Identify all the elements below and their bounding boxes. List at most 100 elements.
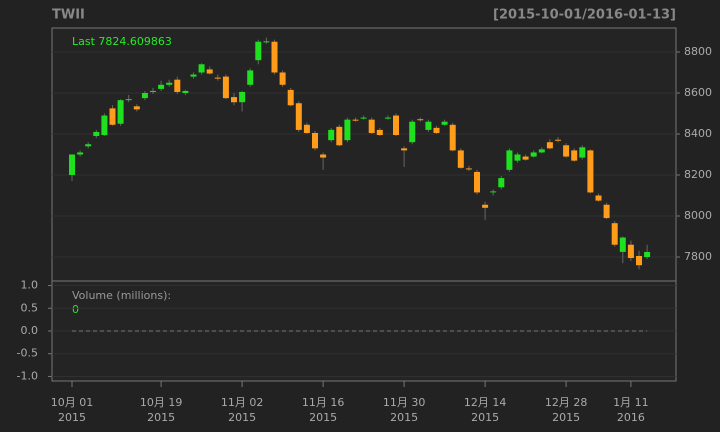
candle-body <box>603 204 610 219</box>
y-tick-label: 8000 <box>684 209 712 222</box>
candle-body <box>514 154 521 161</box>
candle-body <box>360 117 367 119</box>
candle-body <box>133 106 140 110</box>
candle-body <box>158 84 165 89</box>
candle-body <box>255 41 262 61</box>
x-tick-line: 2015 <box>58 411 86 424</box>
candle-body <box>287 89 294 106</box>
candle-body <box>546 142 553 149</box>
candle-body <box>619 237 626 252</box>
candle-body <box>303 124 310 133</box>
candle-body <box>263 41 270 43</box>
x-tick-label: 11月 02 2015 <box>221 396 264 424</box>
candle-body <box>77 152 84 155</box>
candle-body <box>441 121 448 125</box>
candle-body <box>214 77 221 79</box>
candle-body <box>409 121 416 143</box>
candle-body <box>376 129 383 136</box>
candle-body <box>101 115 108 136</box>
x-tick-label: 1月 11 2016 <box>613 396 649 424</box>
x-tick-line: 11月 02 <box>221 396 264 409</box>
x-tick-label: 11月 30 2015 <box>383 396 426 424</box>
candle-body <box>384 117 391 119</box>
x-tick-label: 12月 28 2015 <box>545 396 588 424</box>
x-tick-line: 12月 14 <box>464 396 507 409</box>
candle-body <box>279 72 286 85</box>
candle-body <box>336 126 343 146</box>
x-tick-label: 12月 14 2015 <box>464 396 507 424</box>
candle-body <box>69 154 75 176</box>
last-price: Last 7824.609863 <box>72 35 172 48</box>
candle-body <box>571 150 578 161</box>
y-tick-label: 0.0 <box>21 324 39 337</box>
candle-body <box>555 139 561 141</box>
candle-body <box>498 178 505 188</box>
candle-body <box>190 74 197 77</box>
y-tick-label: -0.5 <box>17 347 38 360</box>
candle-body <box>417 119 424 121</box>
y-tick-label: 8800 <box>684 45 712 58</box>
x-tick-line: 11月 30 <box>383 396 426 409</box>
candle-body <box>328 129 335 141</box>
x-tick-line: 11月 16 <box>302 396 345 409</box>
candle-body <box>150 90 156 92</box>
x-tick-label: 10月 19 2015 <box>140 396 183 424</box>
candle-body <box>198 64 205 73</box>
x-tick-line: 2015 <box>552 411 580 424</box>
x-tick-line: 2016 <box>617 411 645 424</box>
candle-body <box>352 119 359 121</box>
x-tick-line: 2015 <box>471 411 499 424</box>
x-tick-line: 12月 28 <box>545 396 588 409</box>
candle-body <box>344 119 351 141</box>
candle-body <box>433 127 440 133</box>
candle-body <box>393 115 399 136</box>
candle-body <box>530 152 537 157</box>
candle-body <box>368 119 375 133</box>
candle-body <box>166 82 173 85</box>
candle-body <box>506 150 513 170</box>
candle-body <box>239 91 246 103</box>
volume-last: 0 <box>72 303 79 316</box>
x-tick-line: 2015 <box>228 411 256 424</box>
candle-body <box>320 154 327 158</box>
candle-body <box>295 103 302 130</box>
x-tick-line: 10月 19 <box>140 396 183 409</box>
candle-body <box>85 144 92 147</box>
candle-body <box>174 79 181 92</box>
candle-body <box>222 76 229 99</box>
candle-body <box>231 97 237 103</box>
y-tick-label: -1.0 <box>17 369 38 382</box>
y-tick-label: 8400 <box>684 127 712 140</box>
candle-body <box>271 41 278 73</box>
candle-body <box>93 131 100 137</box>
volume-label: Volume (millions): <box>72 289 171 302</box>
y-tick-label: 1.0 <box>21 279 39 292</box>
y-tick-label: 7800 <box>684 250 712 263</box>
y-tick-label: 8200 <box>684 168 712 181</box>
candle-body <box>644 251 651 258</box>
candle-body <box>627 244 634 259</box>
candle-body <box>125 99 132 101</box>
candle-body <box>449 124 456 151</box>
candle-body <box>522 156 529 160</box>
y-tick-label: 8600 <box>684 86 712 99</box>
candle-body <box>482 204 489 208</box>
candle-body <box>538 149 545 153</box>
candle-body <box>465 168 472 170</box>
candle-body <box>425 121 432 130</box>
candle-body <box>401 148 408 151</box>
x-tick-line: 1月 11 <box>613 396 649 409</box>
date-range: [2015-10-01/2016-01-13] <box>493 8 676 23</box>
x-tick-label: 10月 01 2015 <box>51 396 94 424</box>
candle-body <box>579 147 586 158</box>
candle-body <box>595 195 602 201</box>
candle-body <box>636 255 642 266</box>
x-tick-line: 2015 <box>147 411 175 424</box>
x-tick-line: 10月 01 <box>51 396 94 409</box>
candle-body <box>563 145 570 157</box>
candle-body <box>109 108 116 125</box>
x-tick-line: 2015 <box>309 411 337 424</box>
candle-body <box>117 100 124 124</box>
chart-title: TWII <box>52 8 85 23</box>
